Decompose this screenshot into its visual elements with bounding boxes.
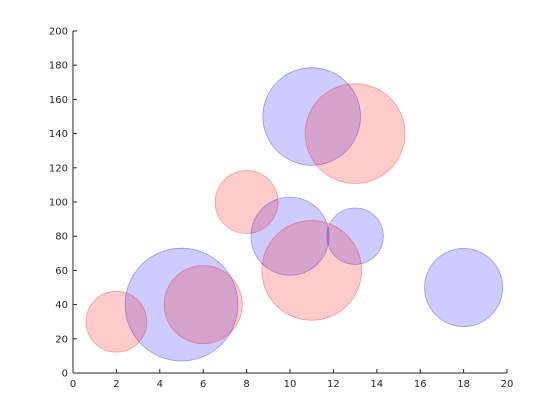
plot-area xyxy=(73,31,507,373)
x-tick-label: 4 xyxy=(157,379,163,390)
y-tick-label: 20 xyxy=(55,334,68,345)
y-tick-label: 100 xyxy=(49,198,68,209)
y-tick-label: 80 xyxy=(55,232,68,243)
bubble-series-1-point-3 xyxy=(262,67,361,166)
y-tick-label: 60 xyxy=(55,266,68,277)
y-tick-label: 160 xyxy=(49,95,68,106)
bubble-series-2-point-4 xyxy=(261,220,363,321)
x-tick-label: 20 xyxy=(501,379,514,390)
bubble-series-2-point-1 xyxy=(85,290,148,353)
y-tick-label: 120 xyxy=(49,163,68,174)
x-tick-label: 2 xyxy=(113,379,119,390)
x-tick-label: 10 xyxy=(284,379,297,390)
x-tick-label: 0 xyxy=(70,379,76,390)
x-tick-label: 12 xyxy=(327,379,340,390)
bubbles-layer xyxy=(85,67,504,362)
x-tick-label: 6 xyxy=(200,379,206,390)
x-tick-label: 16 xyxy=(414,379,427,390)
axes: 0 2 4 6 8 10 12 14 16 18 2002040608010012014016018… xyxy=(49,27,513,391)
y-tick-label: 40 xyxy=(55,300,68,311)
bubble-series-1-point-5 xyxy=(424,248,504,327)
bubble-series-1-point-2 xyxy=(250,196,330,276)
x-tick-label: 14 xyxy=(370,379,383,390)
plot-background xyxy=(73,31,507,373)
bubble-series-2-point-2 xyxy=(163,265,243,345)
bubble-series-1-point-1 xyxy=(124,247,239,362)
y-tick-label: 180 xyxy=(49,61,68,72)
x-tick-label: 18 xyxy=(457,379,470,390)
bubble-series-2-point-5 xyxy=(304,83,406,184)
y-tick-label: 140 xyxy=(49,129,68,140)
y-tick-label: 0 xyxy=(62,369,68,380)
x-tick-label: 8 xyxy=(243,379,249,390)
bubble-series-1-point-4 xyxy=(326,207,384,265)
bubble-series-2-point-3 xyxy=(214,170,279,234)
y-tick-label: 200 xyxy=(49,27,68,38)
